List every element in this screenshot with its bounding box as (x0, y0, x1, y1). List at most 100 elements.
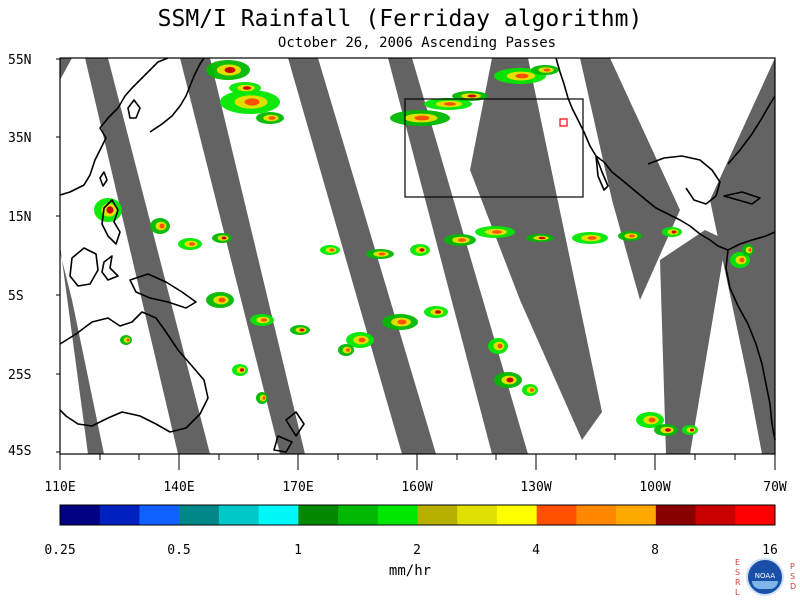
colorbar-label-16: 16 (762, 543, 778, 558)
coastline-south-america (725, 231, 776, 441)
rainfall-layer (94, 60, 754, 436)
rain-patch-peak (458, 238, 466, 242)
lon-label-100w: 100W (639, 480, 671, 495)
rain-patch-peak (543, 68, 551, 72)
colorbar-swatch (60, 505, 101, 525)
colorbar-swatch (735, 505, 776, 525)
colorbar-swatch (338, 505, 379, 525)
rain-patch-peak (538, 236, 546, 240)
colorbar-swatch (218, 505, 260, 525)
colorbar-label-0-25: 0.25 (44, 543, 76, 558)
rain-patch-peak (378, 252, 386, 256)
lon-label-140e: 140E (163, 480, 195, 495)
colorbar-swatch (298, 505, 339, 525)
no-data-swath (180, 58, 305, 454)
map-title: SSM/I Rainfall (Ferriday algorithm) (157, 6, 643, 32)
no-data-swath (470, 58, 602, 440)
colorbar-label-2: 2 (413, 543, 421, 558)
rain-patch-peak (665, 428, 671, 432)
lon-label-130w: 130W (520, 480, 552, 495)
coastline-layer (59, 57, 776, 453)
colorbar-frame (59, 504, 776, 526)
rain-patch-peak (159, 223, 165, 229)
rain-patch-peak (748, 248, 752, 252)
colorbar-label-1: 1 (294, 543, 302, 558)
coastline-japan (149, 57, 205, 133)
colorbar-label-0-5: 0.5 (167, 543, 191, 558)
no-data-swath (580, 58, 680, 300)
esrl-noaa-logo: E S R L NOAA P S D (732, 556, 798, 600)
rain-patch-peak (435, 310, 441, 314)
colorbar-swatch (457, 505, 498, 525)
rain-patch-peak (515, 73, 529, 79)
lat-label-45s: 45S (8, 444, 32, 459)
colorbar-swatch (655, 505, 697, 525)
no-data-swath (388, 58, 528, 454)
map-subtitle: October 26, 2006 Ascending Passes (277, 35, 557, 51)
colorbar-label-8: 8 (651, 543, 659, 558)
lon-label-160w: 160W (401, 480, 433, 495)
rain-patch-peak (329, 248, 335, 252)
rain-patch-peak (262, 396, 266, 400)
colorbar-swatch (536, 505, 577, 525)
rain-patch-peak (506, 377, 514, 383)
colorbar-units: mm/hr (388, 563, 432, 579)
rain-patch-peak (358, 337, 366, 343)
lat-ticks (56, 58, 60, 453)
coastline-korea (127, 99, 141, 119)
coastline-australia (59, 311, 209, 433)
coastline-philippines (101, 199, 121, 245)
station-marker (559, 118, 568, 127)
colorbar-swatch (139, 505, 180, 525)
rain-patch-peak (397, 319, 407, 325)
rain-patch-peak (299, 328, 305, 332)
colorbar-label-4: 4 (532, 543, 540, 558)
colorbar-swatch (576, 505, 617, 525)
rain-patch-peak (530, 388, 534, 392)
colorbar (60, 505, 776, 525)
rain-patch-peak (221, 236, 227, 240)
rain-patch-peak (126, 338, 130, 342)
logo-letters-right: P S D (790, 562, 797, 591)
rain-patch-peak (346, 348, 350, 352)
rain-patch-peak (243, 86, 251, 90)
rain-patch-peak (671, 230, 677, 234)
rain-patch-peak (587, 236, 597, 240)
rain-patch-peak (244, 98, 260, 106)
rain-patch-peak (492, 230, 502, 234)
rain-patch-peak (648, 417, 656, 423)
coastline-east-us (727, 95, 776, 165)
colorbar-swatch (377, 505, 418, 525)
rain-patch-peak (690, 428, 694, 432)
rain-patch-peak (106, 206, 114, 214)
lon-label-110e: 110E (44, 480, 76, 495)
logo-letters-left: E S R L (735, 558, 741, 597)
noaa-badge-icon: NOAA (746, 558, 784, 596)
rain-patch-peak (189, 242, 195, 246)
coastline-east-asia (59, 57, 169, 196)
no-data-swath (85, 58, 210, 454)
colorbar-swatch (258, 505, 299, 525)
coastline-baja-california (595, 155, 609, 191)
rain-patch-peak (467, 94, 477, 98)
region-box (404, 98, 584, 198)
rain-patch-peak (419, 248, 425, 252)
coastline-gulf-of-mexico (647, 155, 721, 205)
lat-label-15n: 15N (8, 210, 32, 225)
lon-label-70w: 70W (763, 480, 787, 495)
rain-patch-peak (497, 343, 503, 349)
coastline-new-guinea (129, 273, 197, 309)
rain-patch-peak (739, 257, 745, 263)
no-data-swath (288, 58, 436, 454)
colorbar-swatch (99, 505, 140, 525)
no-data-swath (60, 245, 104, 454)
colorbar-swatch (616, 505, 657, 525)
rain-patch-peak (629, 234, 635, 238)
rain-patch-peak (444, 102, 456, 106)
coastline-borneo (69, 247, 99, 287)
colorbar-swatch (179, 505, 220, 525)
rain-patch-peak (414, 115, 430, 121)
coastline-new-zealand (273, 411, 305, 453)
coastline-north-america (555, 57, 729, 251)
